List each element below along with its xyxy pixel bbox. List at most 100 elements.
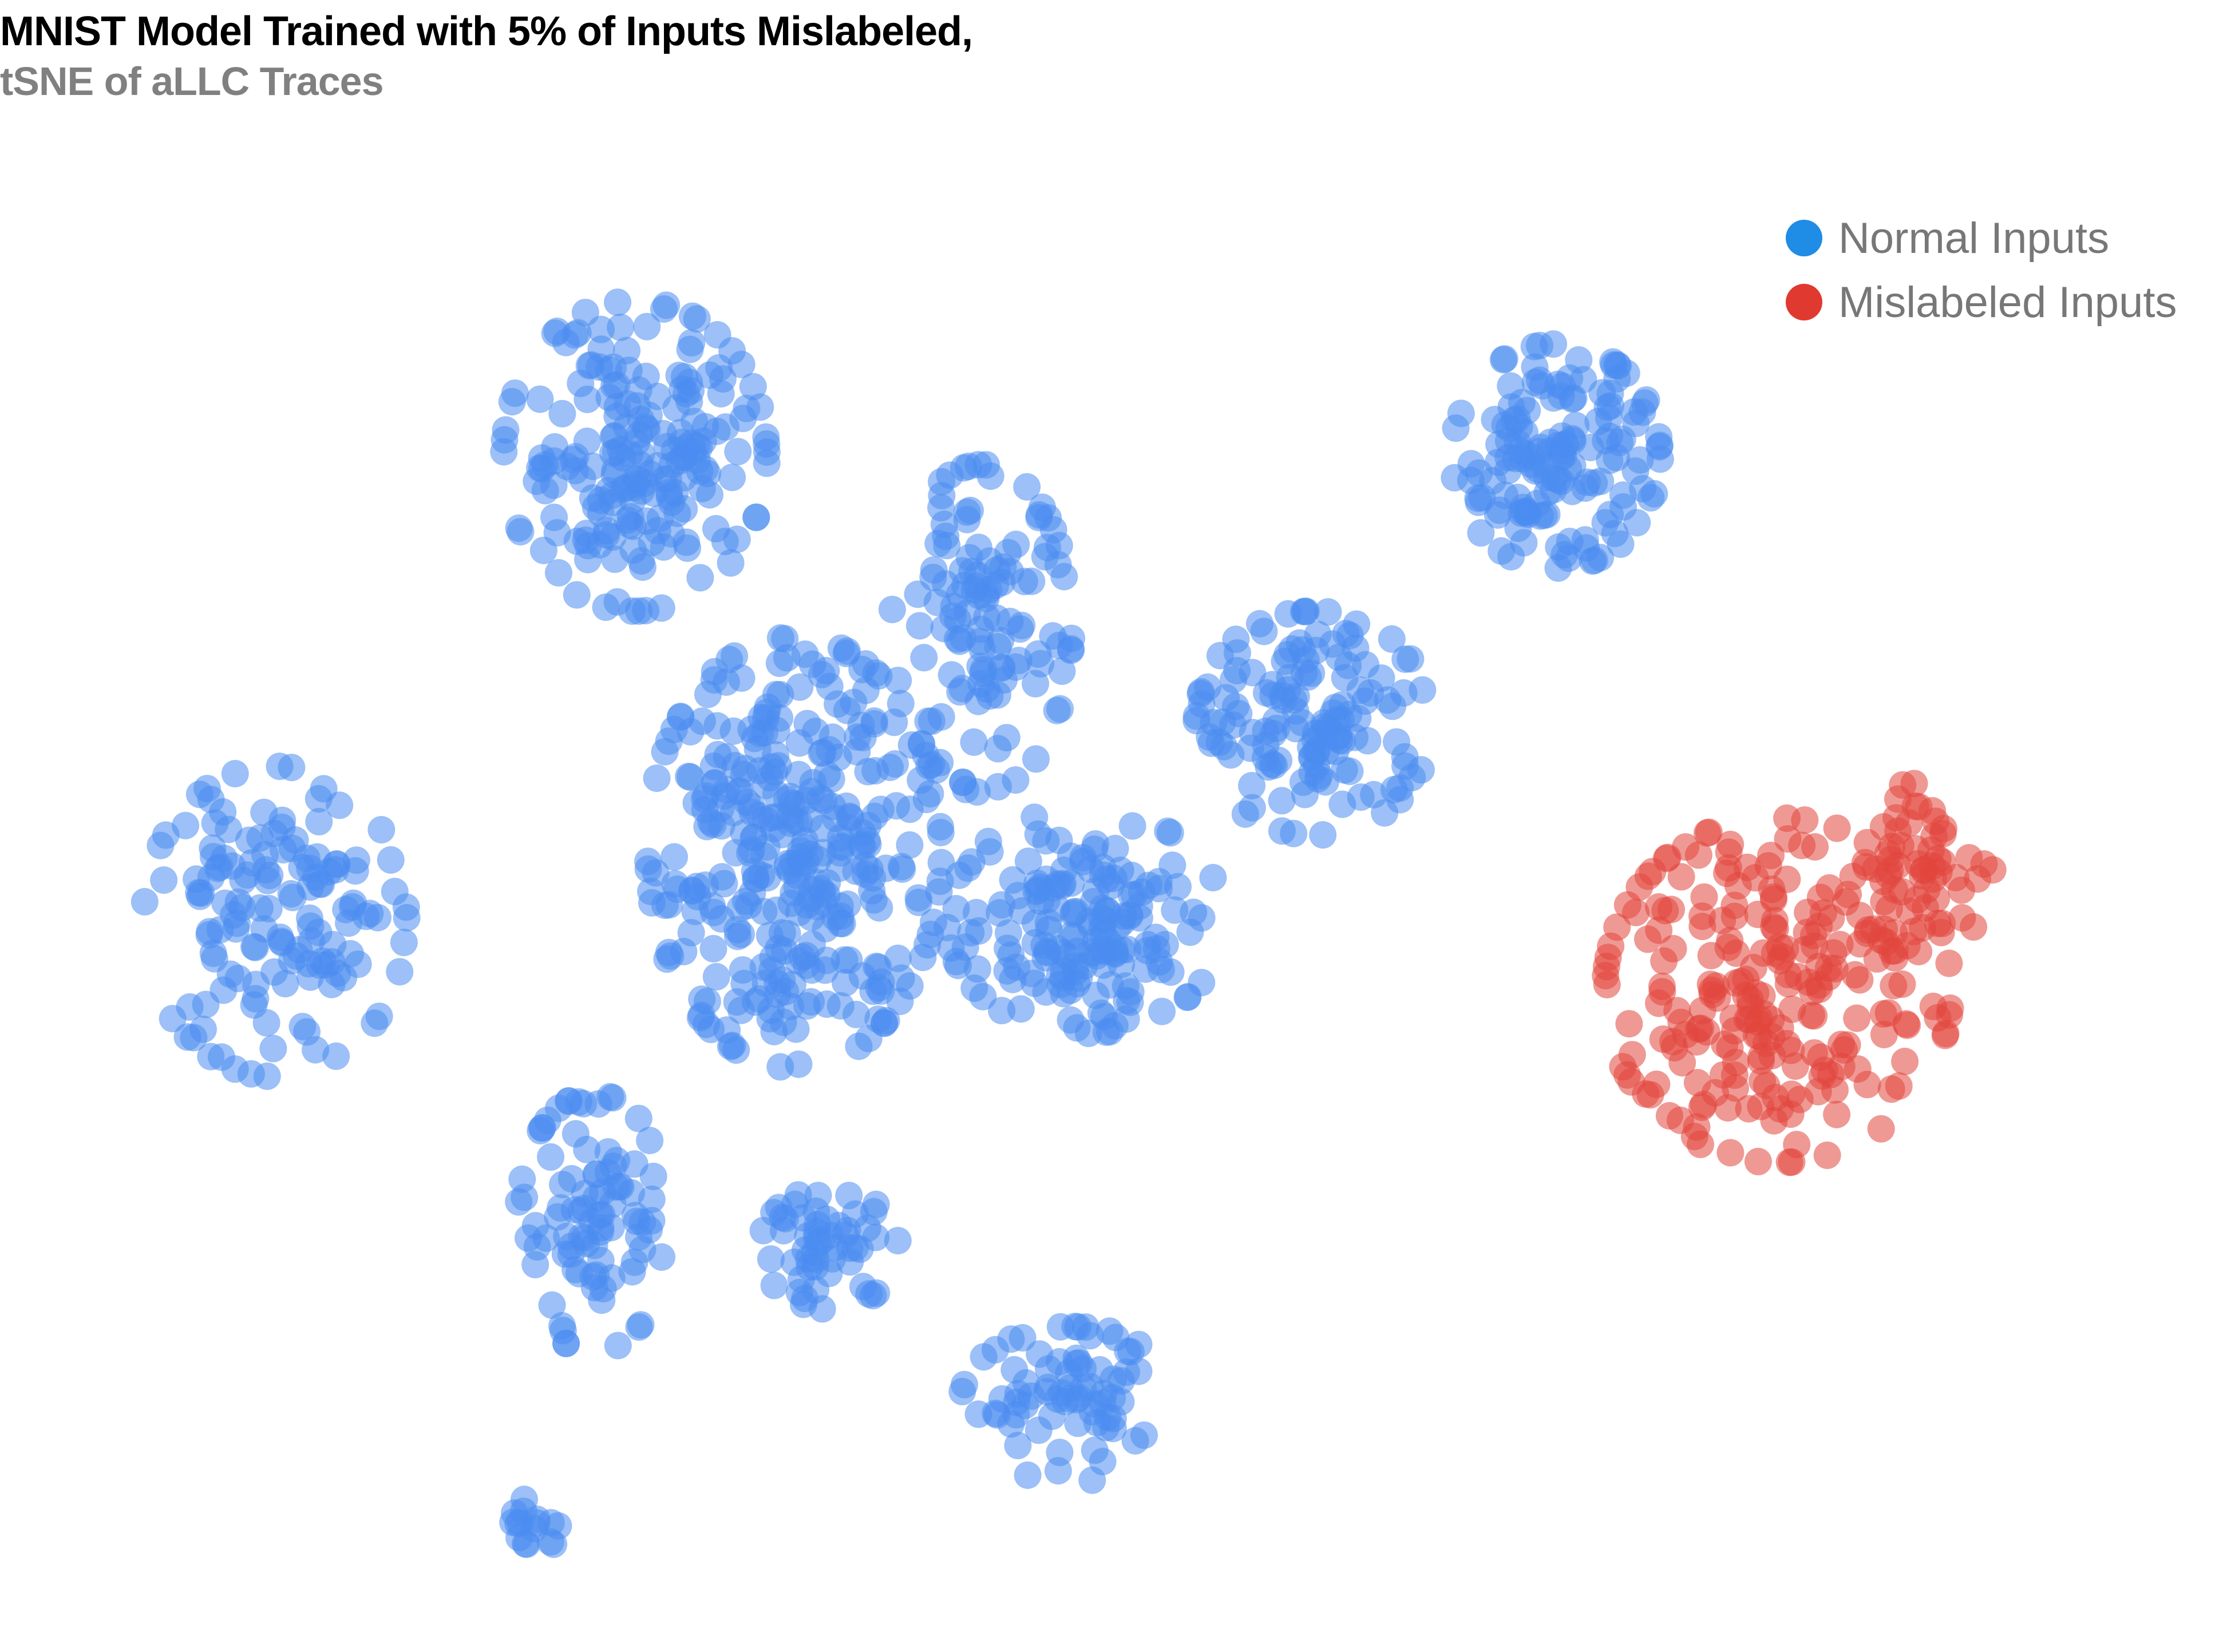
normal-input-point xyxy=(955,544,983,572)
normal-input-point xyxy=(798,956,826,984)
normal-input-point xyxy=(983,1401,1011,1429)
normal-input-point xyxy=(596,1083,624,1111)
normal-input-point xyxy=(367,816,395,843)
mislabeled-input-point xyxy=(1714,933,1742,961)
normal-input-point xyxy=(1022,669,1050,698)
normal-input-point xyxy=(1378,625,1406,653)
normal-input-point xyxy=(694,680,722,708)
normal-input-point xyxy=(305,807,333,835)
mislabeled-input-point xyxy=(1753,1072,1781,1099)
normal-input-point xyxy=(260,819,288,847)
normal-input-point xyxy=(675,762,703,790)
normal-input-point xyxy=(870,1009,898,1037)
mislabeled-input-point xyxy=(1714,1094,1742,1122)
normal-input-point xyxy=(572,526,600,554)
normal-input-point xyxy=(910,644,938,672)
normal-input-point xyxy=(221,1055,249,1083)
normal-input-point xyxy=(1023,869,1051,897)
normal-input-point xyxy=(707,794,735,822)
normal-input-point xyxy=(1262,707,1290,735)
normal-input-point xyxy=(1391,743,1419,771)
normal-input-point xyxy=(201,809,229,837)
mislabeled-input-point xyxy=(1716,1139,1745,1167)
normal-input-point xyxy=(507,518,535,546)
normal-input-point xyxy=(1220,665,1247,694)
normal-input-point xyxy=(332,896,360,924)
normal-input-point xyxy=(545,559,572,587)
normal-input-point xyxy=(1467,519,1495,547)
mislabeled-input-point xyxy=(1694,819,1721,847)
normal-input-point xyxy=(1101,834,1129,862)
normal-input-point xyxy=(809,879,837,907)
normal-input-point xyxy=(917,750,946,778)
normal-input-point xyxy=(855,1280,883,1308)
normal-input-point xyxy=(1014,1461,1042,1489)
mislabeled-input-point xyxy=(1745,1022,1773,1050)
normal-input-point xyxy=(1292,597,1320,625)
normal-input-point xyxy=(973,604,1001,632)
mislabeled-input-point xyxy=(1826,930,1854,958)
mislabeled-input-point xyxy=(1924,909,1952,937)
legend-item-mislabeled[interactable]: Mislabeled Inputs xyxy=(1786,270,2177,334)
normal-input-point xyxy=(587,1218,615,1246)
normal-input-point xyxy=(623,1207,651,1235)
normal-input-point xyxy=(1356,679,1385,707)
normal-input-point xyxy=(240,933,268,961)
legend-item-normal[interactable]: Normal Inputs xyxy=(1786,206,2177,270)
chart-title: MNIST Model Trained with 5% of Inputs Mi… xyxy=(0,9,973,54)
normal-input-point xyxy=(842,1000,870,1028)
mislabeled-input-point xyxy=(1634,925,1662,953)
normal-input-point xyxy=(1500,406,1528,434)
mislabeled-input-point xyxy=(1672,1021,1700,1049)
normal-input-point xyxy=(835,946,863,974)
normal-input-point xyxy=(552,1329,580,1357)
normal-input-point xyxy=(771,625,799,653)
normal-input-point xyxy=(1050,562,1078,591)
normal-input-point xyxy=(724,438,752,466)
normal-input-point xyxy=(1101,1012,1129,1040)
normal-input-point xyxy=(808,814,836,842)
normal-input-point xyxy=(381,878,409,905)
mislabeled-input-point xyxy=(1632,1080,1660,1108)
normal-input-point xyxy=(1302,636,1330,664)
mislabeled-input-point xyxy=(1783,1131,1811,1159)
mislabeled-input-point xyxy=(1727,968,1755,996)
normal-input-point xyxy=(1221,692,1249,720)
mislabeled-input-point xyxy=(1754,852,1782,880)
normal-input-point xyxy=(697,1015,725,1043)
normal-input-point xyxy=(928,468,955,496)
normal-input-point xyxy=(1091,937,1120,965)
normal-input-point xyxy=(760,1271,788,1300)
normal-input-point xyxy=(508,1165,536,1193)
normal-input-point xyxy=(540,1530,568,1558)
normal-input-point xyxy=(1012,1369,1040,1397)
mislabeled-input-point xyxy=(1823,814,1851,842)
normal-input-point xyxy=(969,983,997,1011)
normal-input-point xyxy=(1058,624,1086,652)
normal-input-point xyxy=(718,463,746,492)
mislabeled-input-point xyxy=(1874,839,1902,867)
mislabeled-input-point xyxy=(1853,1071,1881,1099)
normal-input-point xyxy=(756,1005,784,1033)
mislabeled-input-point xyxy=(1715,838,1743,866)
normal-input-point xyxy=(1002,766,1030,794)
normal-input-point xyxy=(942,948,970,976)
normal-input-point xyxy=(1046,1439,1074,1467)
mislabeled-input-point xyxy=(1823,1100,1851,1128)
series-mislabeled-points xyxy=(1592,770,2007,1176)
mislabeled-input-point xyxy=(1768,943,1796,970)
normal-input-point xyxy=(1314,598,1342,626)
normal-input-point xyxy=(235,826,263,854)
normal-input-point xyxy=(573,385,602,413)
normal-input-point xyxy=(742,503,770,531)
mislabeled-input-point xyxy=(1758,1041,1786,1069)
normal-input-point xyxy=(634,855,662,883)
normal-input-point xyxy=(545,1094,573,1122)
normal-input-point xyxy=(1632,386,1660,414)
normal-input-point xyxy=(1238,772,1266,799)
normal-input-point xyxy=(1246,610,1273,637)
normal-input-point xyxy=(1273,641,1302,669)
mislabeled-input-point xyxy=(1805,913,1833,941)
normal-input-point xyxy=(322,1042,350,1070)
normal-input-point xyxy=(951,1370,978,1399)
